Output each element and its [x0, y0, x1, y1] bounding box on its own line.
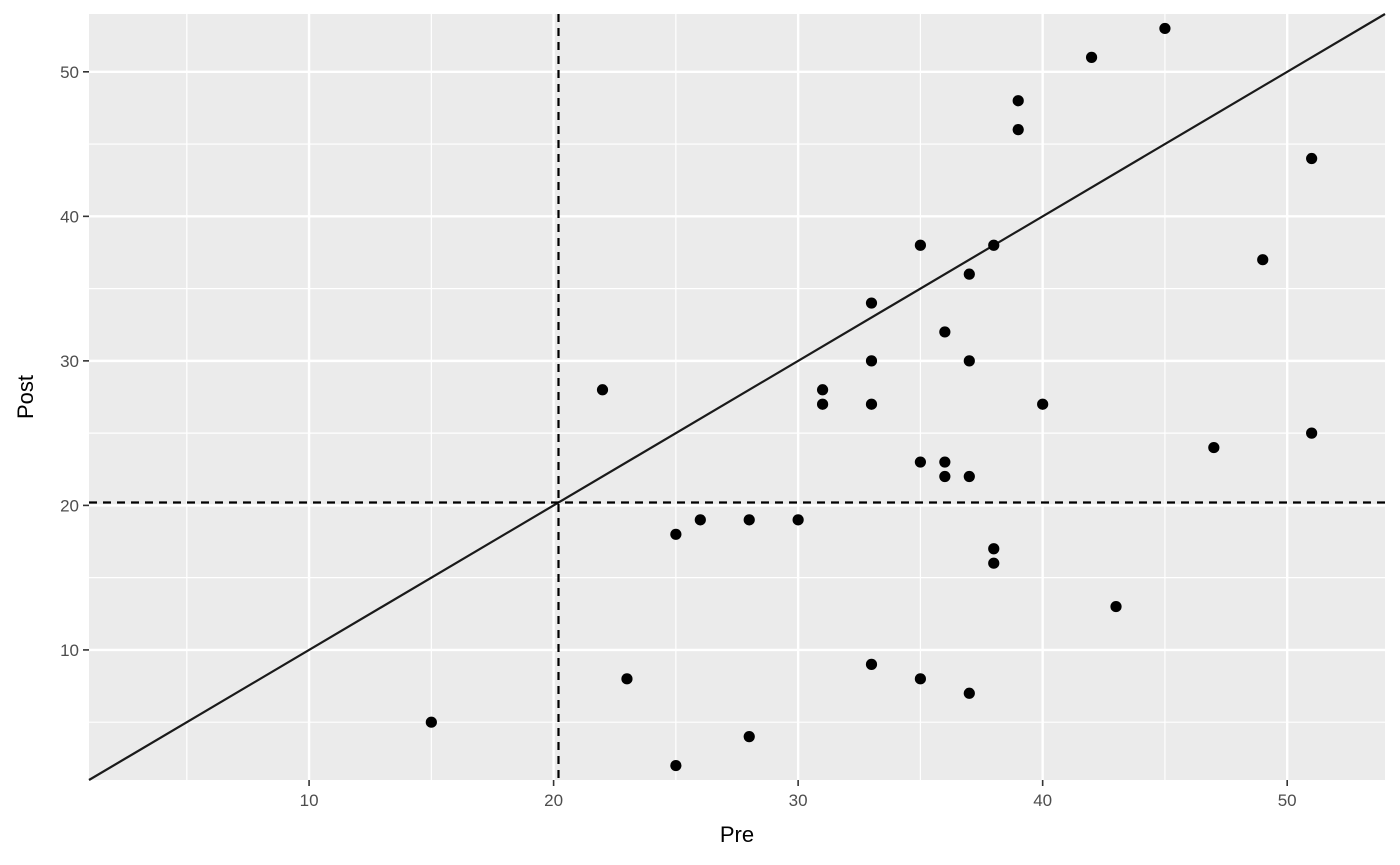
identity-line: [88, 13, 1386, 781]
data-point: [939, 326, 951, 338]
reference-lines: [88, 13, 1386, 781]
data-point: [816, 398, 829, 410]
data-point: [865, 355, 878, 367]
data-point: [425, 716, 437, 728]
minor-gridlines: [89, 14, 1385, 780]
data-point: [914, 239, 926, 251]
data-point: [963, 268, 975, 280]
y-tick-label: 10: [60, 641, 79, 660]
data-point: [1257, 254, 1269, 266]
x-tick-label: 30: [789, 791, 808, 810]
data-point: [914, 456, 926, 468]
x-tick-label: 10: [300, 791, 319, 810]
data-point: [670, 528, 682, 540]
data-point: [988, 239, 1000, 251]
x-axis-title: Pre: [720, 822, 754, 847]
data-points: [425, 22, 1318, 772]
data-point: [792, 514, 804, 526]
data-point: [1037, 398, 1049, 410]
data-point: [963, 687, 975, 699]
data-point: [865, 297, 878, 309]
data-point: [1306, 427, 1318, 439]
data-point: [1085, 51, 1098, 63]
axis-ticks: [83, 71, 1288, 786]
data-point: [596, 384, 609, 396]
data-point: [743, 731, 755, 743]
x-tick-label: 50: [1278, 791, 1297, 810]
x-tick-label: 20: [544, 791, 563, 810]
data-point: [914, 673, 926, 685]
y-axis-title: Post: [13, 375, 38, 419]
data-point: [865, 658, 878, 670]
axis-tick-labels: 10 20 30 40 50 10 20 30 40 50: [60, 63, 1297, 810]
data-point: [621, 673, 633, 685]
data-point: [865, 398, 878, 410]
y-tick-label: 50: [60, 63, 79, 82]
data-point: [1012, 124, 1024, 136]
data-point: [1306, 152, 1318, 165]
major-gridlines: [89, 14, 1385, 780]
data-point: [1208, 441, 1220, 454]
data-point: [743, 514, 755, 526]
y-tick-label: 40: [60, 207, 79, 226]
data-point: [1012, 95, 1024, 107]
y-tick-label: 20: [60, 496, 79, 515]
data-point: [988, 543, 1000, 555]
data-point: [963, 355, 975, 367]
data-point: [988, 557, 1000, 569]
data-point: [939, 456, 951, 468]
data-point: [939, 470, 951, 483]
data-point: [1159, 22, 1171, 35]
data-point: [670, 759, 682, 772]
data-point: [816, 384, 829, 396]
data-point: [694, 514, 706, 526]
x-tick-label: 40: [1033, 791, 1052, 810]
y-tick-label: 30: [60, 352, 79, 371]
data-point: [1110, 600, 1122, 613]
data-point: [963, 470, 975, 483]
